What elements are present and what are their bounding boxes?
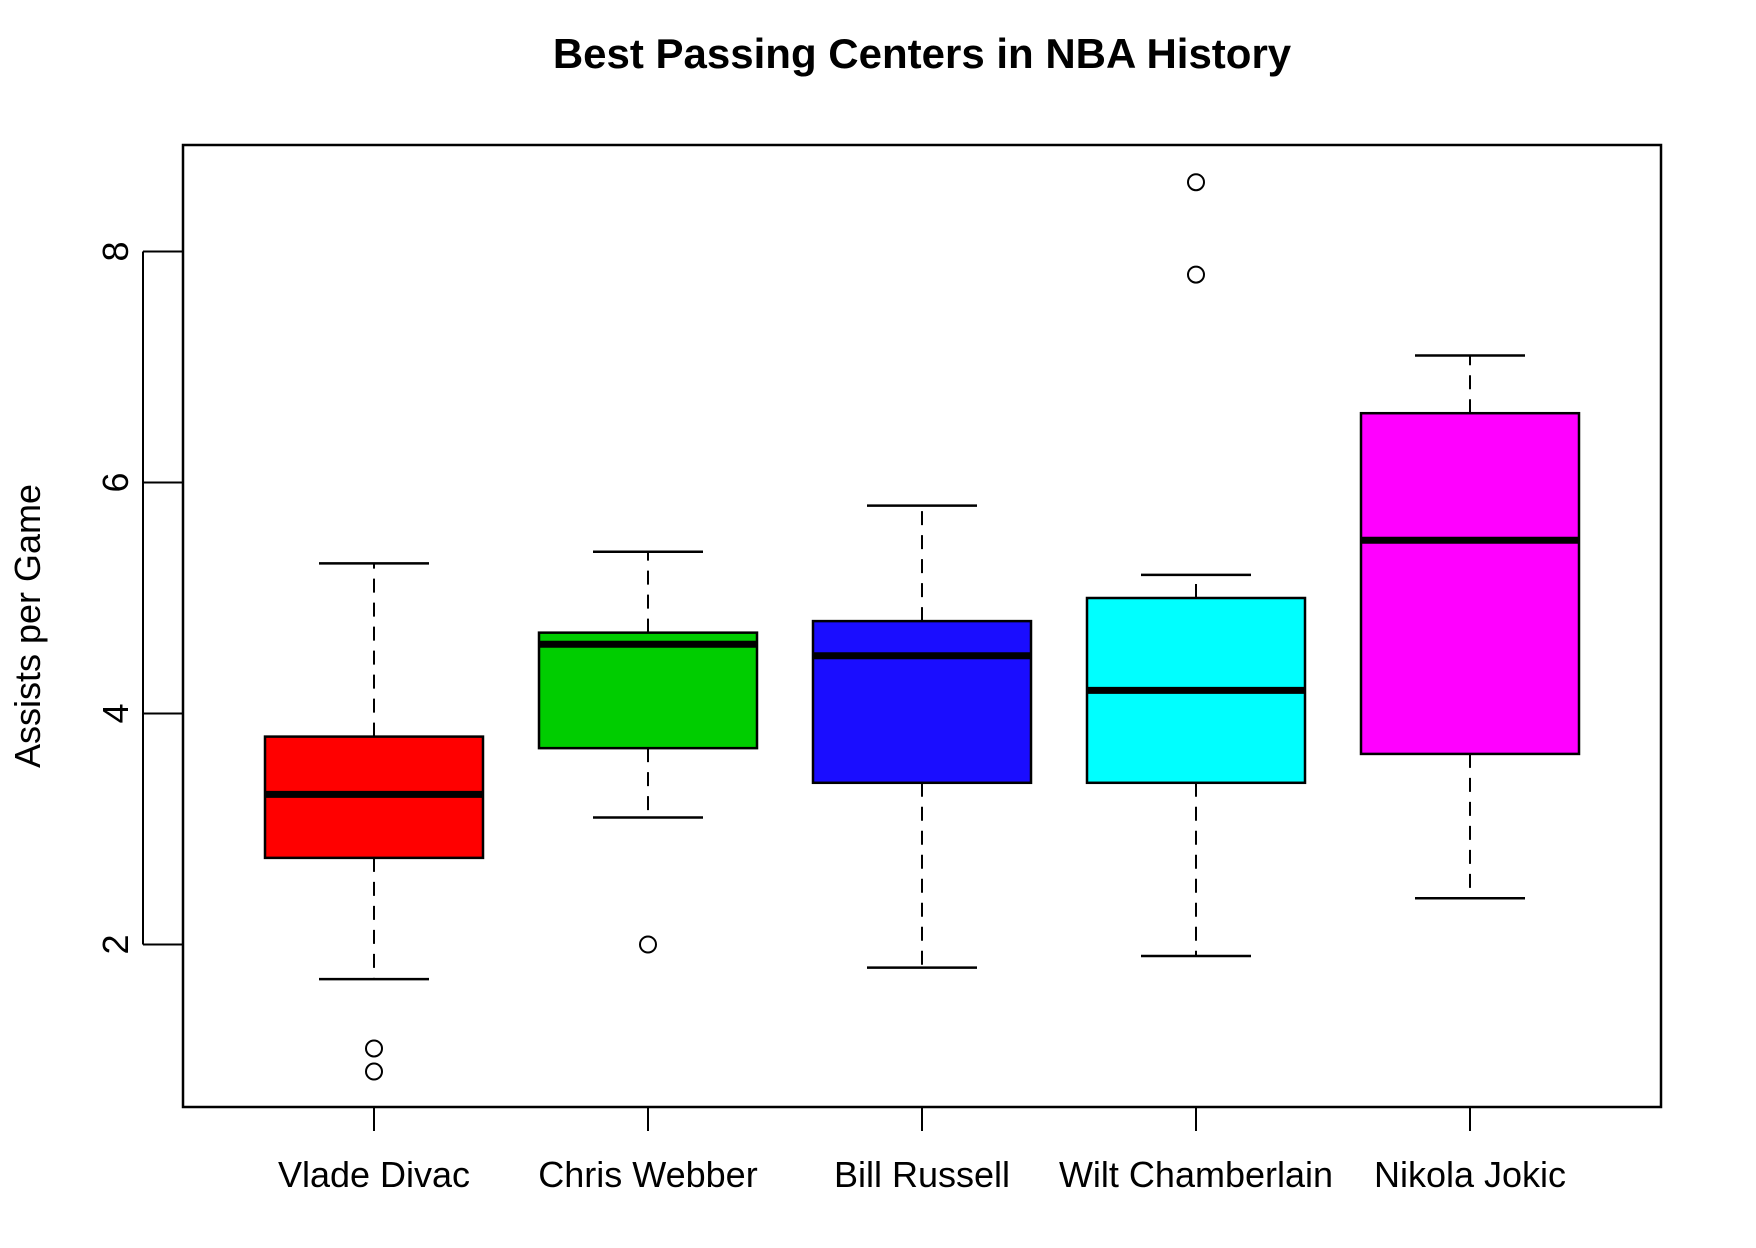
x-axis: Vlade Divac Chris Webber Bill Russell Wilt … [278, 1107, 1566, 1195]
box-group-3 [1085, 173, 1307, 958]
box-group-0 [263, 562, 485, 1081]
outlier-point [1187, 173, 1205, 192]
box [537, 631, 759, 750]
x-tick-label-4: Nikola Jokic [1374, 1154, 1566, 1195]
y-tick-label-4: 4 [95, 703, 136, 723]
outlier-point [639, 935, 657, 954]
x-tick-label-3: Wilt Chamberlain [1059, 1154, 1333, 1195]
y-tick-label-6: 6 [95, 472, 136, 492]
y-axis-label: Assists per Game [7, 484, 48, 768]
outlier-point [365, 1039, 383, 1058]
y-axis: 2 4 6 8 [95, 241, 183, 955]
boxes [263, 173, 1581, 1081]
x-tick-label-0: Vlade Divac [278, 1154, 470, 1195]
box-group-1 [537, 550, 759, 954]
y-tick-label-8: 8 [95, 241, 136, 261]
x-tick-label-1: Chris Webber [538, 1154, 757, 1195]
y-tick-label-2: 2 [95, 934, 136, 954]
box [1359, 411, 1581, 756]
outlier-point [1187, 265, 1205, 284]
box-group-4 [1359, 354, 1581, 900]
box-group-2 [811, 504, 1033, 969]
outlier-point [365, 1062, 383, 1081]
x-tick-label-2: Bill Russell [834, 1154, 1010, 1195]
box [811, 619, 1033, 785]
chart-title: Best Passing Centers in NBA History [553, 30, 1292, 77]
